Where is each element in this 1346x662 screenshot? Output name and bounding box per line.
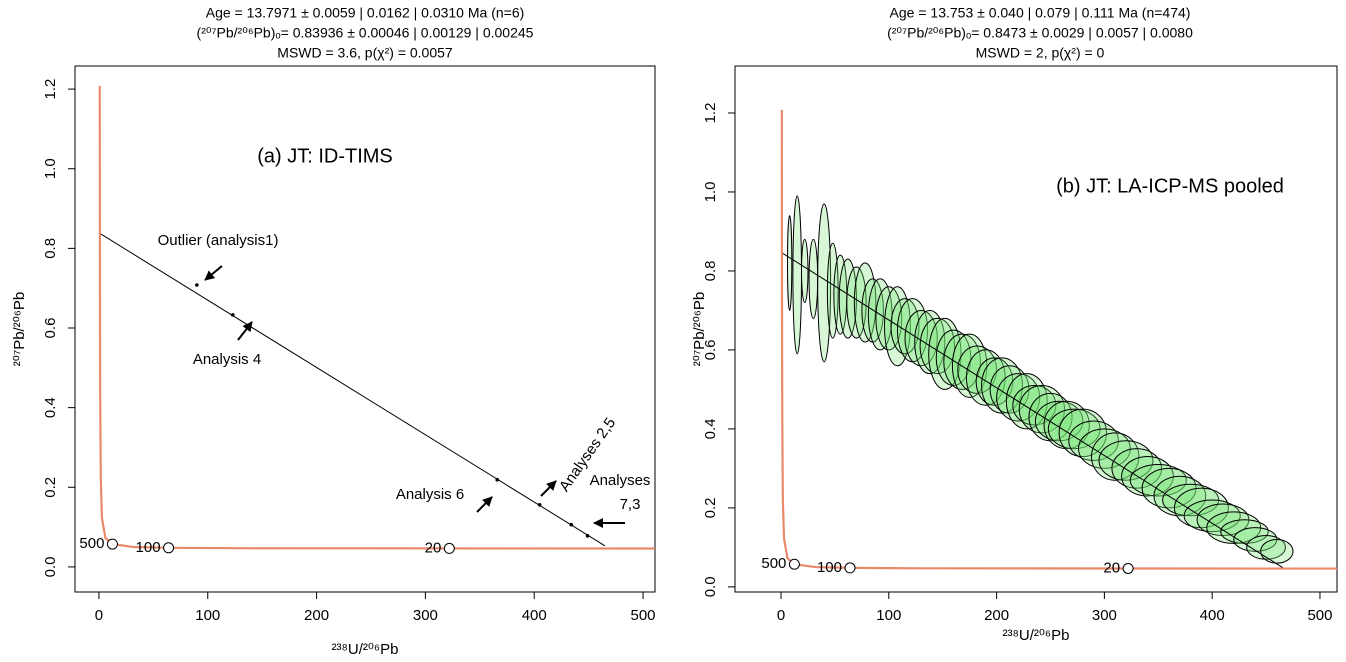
age-label: 100 [136,539,161,556]
annotation-arrow [476,496,493,513]
y-tick-label: 1.0 [42,158,59,179]
discordia-line [98,232,606,547]
y-tick-label: 1.0 [702,182,719,203]
error-ellipse [1246,535,1286,560]
analysis-point [230,313,235,317]
title-line: Age = 13.7971 ± 0.0059 | 0.0162 | 0.0310… [206,5,525,21]
error-ellipse [801,238,809,304]
annotation: Analyses [590,472,651,489]
error-ellipse [1173,487,1229,529]
annotation: Analysis 6 [396,486,464,503]
x-tick-label: 0 [95,607,103,624]
x-axis-label: ²³⁸U/²⁰⁶Pb [332,641,399,658]
error-ellipse [846,266,867,339]
age-marker [1122,563,1134,575]
error-ellipse [951,333,988,398]
age-label: 100 [817,559,842,576]
concordia-curve [98,85,655,550]
discordia-line [780,251,1285,570]
error-ellipse [1034,400,1084,442]
age-label: 20 [425,539,442,556]
x-tick-label: 400 [522,607,547,624]
analysis-point [495,477,500,482]
annotation: Analysis 4 [193,351,261,368]
x-tick-label: 400 [1200,607,1225,624]
annotation: 7,3 [620,496,641,513]
y-tick-label: 0.6 [702,339,719,360]
age-label: 500 [79,535,104,552]
x-tick-label: 500 [1307,607,1332,624]
y-tick-label: 0.2 [42,477,59,498]
annotation-arrow [204,265,223,281]
x-tick-label: 100 [876,607,901,624]
title-line: MSWD = 2, p(χ²) = 0 [976,45,1105,61]
y-tick-label: 0.6 [42,318,59,339]
panel-label: (b) JT: LA-ICP-MS pooled [1056,175,1284,197]
error-ellipse [1260,538,1294,564]
y-tick-label: 0.4 [42,397,59,418]
y-axis-label: ²⁰⁷Pb/²⁰⁶Pb [11,292,28,366]
y-axis-label: ²⁰⁷Pb/²⁰⁶Pb [691,292,708,366]
error-ellipse [1068,420,1119,461]
age-label: 20 [1103,559,1120,576]
title-line: (²⁰⁷Pb/²⁰⁶Pb)ₒ= 0.8473 ± 0.0029 | 0.0057… [887,25,1193,41]
error-ellipse [808,238,819,319]
concordia-curve [780,109,1337,570]
age-marker [106,538,118,550]
title-line: Age = 13.753 ± 0.040 | 0.079 | 0.111 Ma … [890,5,1191,21]
y-tick-label: 1.2 [42,79,59,100]
title-line: (²⁰⁷Pb/²⁰⁶Pb)ₒ= 0.83936 ± 0.00046 | 0.00… [197,25,534,41]
x-tick-label: 200 [304,607,329,624]
y-tick-label: 0.8 [702,261,719,282]
analysis-point [537,502,542,507]
age-marker [443,542,455,554]
x-tick-label: 300 [1092,607,1117,624]
plot-box [734,65,1338,593]
plot-area [98,85,655,550]
plot-box [74,65,656,593]
error-ellipse [1043,400,1090,450]
panel-label: (a) JT: ID-TIMS [257,145,393,167]
x-tick-label: 500 [631,607,656,624]
analysis-point [569,522,574,527]
y-tick-label: 0.4 [702,418,719,439]
plot-area [780,109,1337,570]
error-ellipse [1018,384,1066,434]
y-tick-label: 0.0 [42,556,59,577]
annotation-arrow [540,480,557,497]
error-ellipse [792,195,803,355]
age-label: 500 [761,555,786,572]
y-tick-label: 0.8 [42,238,59,259]
error-ellipse [786,215,793,311]
annotation-arrow [237,321,253,341]
error-ellipse [965,349,1006,406]
age-marker [163,542,175,554]
error-ellipse [838,258,857,339]
panel: Age = 13.753 ± 0.040 | 0.079 | 0.111 Ma … [691,5,1338,644]
error-ellipse [853,262,877,343]
analysis-point [195,283,199,287]
y-tick-label: 1.2 [702,103,719,124]
analysis-point [585,534,590,538]
x-axis-label: ²³⁸U/²⁰⁶Pb [1003,627,1070,644]
error-ellipse [1005,373,1048,430]
y-tick-label: 0.0 [702,576,719,597]
panel: Age = 13.7971 ± 0.0059 | 0.0162 | 0.0310… [11,5,656,658]
error-ellipse [1090,432,1140,481]
annotation: Outlier (analysis1) [158,232,279,249]
error-ellipse [875,286,903,351]
title-line: MSWD = 3.6, p(χ²) = 0.0057 [277,45,453,61]
x-tick-label: 200 [984,607,1009,624]
age-marker [788,558,800,570]
x-tick-label: 100 [195,607,220,624]
y-tick-label: 0.2 [702,497,719,518]
x-tick-label: 0 [777,607,785,624]
age-marker [844,562,856,574]
error-ellipse [1111,448,1163,489]
x-tick-label: 300 [413,607,438,624]
error-ellipse [817,203,832,363]
